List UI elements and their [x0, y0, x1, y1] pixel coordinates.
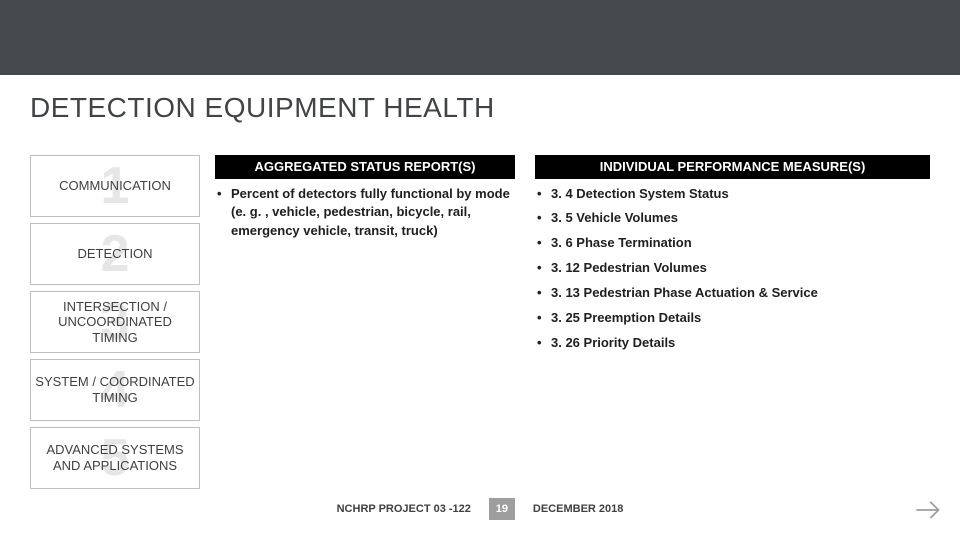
- sidebar-item-detection[interactable]: 2 DETECTION: [30, 223, 200, 285]
- bullets-aggregated: Percent of detectors fully functional by…: [215, 185, 515, 242]
- nav-label: COMMUNICATION: [55, 178, 175, 194]
- header-bar: [0, 0, 960, 75]
- nav-label: SYSTEM / COORDINATED TIMING: [31, 374, 199, 405]
- bullet-item: 3. 26 Priority Details: [535, 334, 930, 353]
- next-arrow-icon[interactable]: [914, 496, 942, 524]
- nav-label: DETECTION: [73, 246, 156, 262]
- col-header-individual: INDIVIDUAL PERFORMANCE MEASURE(S): [535, 155, 930, 179]
- nav-label: ADVANCED SYSTEMS AND APPLICATIONS: [31, 442, 199, 473]
- page-number: 19: [489, 498, 515, 520]
- column-individual: INDIVIDUAL PERFORMANCE MEASURE(S) 3. 4 D…: [535, 155, 930, 359]
- sidebar-item-communication[interactable]: 1 COMMUNICATION: [30, 155, 200, 217]
- sidebar-item-intersection[interactable]: 3 INTERSECTION / UNCOORDINATED TIMING: [30, 291, 200, 353]
- footer-date: DECEMBER 2018: [533, 503, 623, 515]
- sidebar-nav: 1 COMMUNICATION 2 DETECTION 3 INTERSECTI…: [30, 155, 200, 495]
- page-title: DETECTION EQUIPMENT HEALTH: [30, 92, 495, 124]
- footer: NCHRP PROJECT 03 -122 19 DECEMBER 2018: [0, 498, 960, 520]
- bullet-item: Percent of detectors fully functional by…: [215, 185, 515, 242]
- bullet-item: 3. 12 Pedestrian Volumes: [535, 259, 930, 278]
- bullet-item: 3. 25 Preemption Details: [535, 309, 930, 328]
- bullets-individual: 3. 4 Detection System Status 3. 5 Vehicl…: [535, 185, 930, 353]
- footer-project: NCHRP PROJECT 03 -122: [337, 503, 471, 515]
- col-header-aggregated: AGGREGATED STATUS REPORT(S): [215, 155, 515, 179]
- column-aggregated: AGGREGATED STATUS REPORT(S) Percent of d…: [215, 155, 515, 359]
- bullet-item: 3. 4 Detection System Status: [535, 185, 930, 204]
- sidebar-item-system[interactable]: 4 SYSTEM / COORDINATED TIMING: [30, 359, 200, 421]
- bullet-item: 3. 5 Vehicle Volumes: [535, 209, 930, 228]
- bullet-item: 3. 13 Pedestrian Phase Actuation & Servi…: [535, 284, 930, 303]
- sidebar-item-advanced[interactable]: 5 ADVANCED SYSTEMS AND APPLICATIONS: [30, 427, 200, 489]
- content-area: AGGREGATED STATUS REPORT(S) Percent of d…: [215, 155, 930, 359]
- bullet-item: 3. 6 Phase Termination: [535, 234, 930, 253]
- nav-label: INTERSECTION / UNCOORDINATED TIMING: [31, 299, 199, 346]
